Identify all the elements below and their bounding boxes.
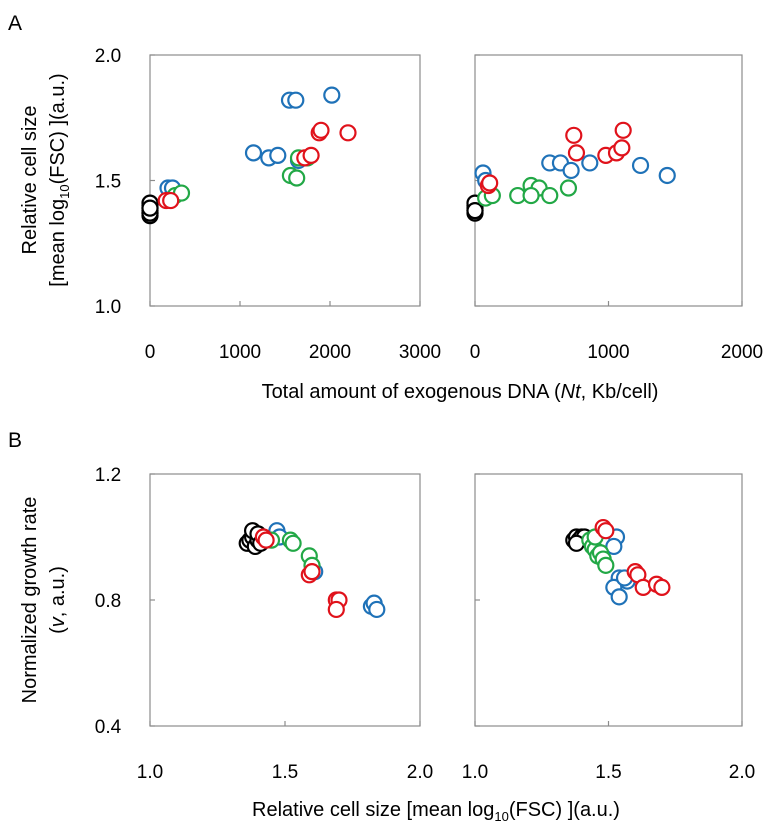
x-tick-label: 2.0: [407, 762, 433, 783]
red-data-point: [653, 578, 671, 597]
blue-data-point: [287, 91, 305, 109]
panel-a-label: A: [8, 12, 22, 35]
red-data-point: [312, 121, 330, 139]
red-data-point: [303, 563, 321, 581]
panel-b-y-axis-title-line2: (v, a.u.): [47, 566, 69, 634]
x-tick-label: 1.0: [137, 762, 163, 783]
x-tick-label: 2000: [721, 342, 763, 363]
panel-b-x-title-sub: 10: [494, 809, 508, 824]
blue-data-point: [658, 166, 676, 185]
panel-b-y-title-pre: (: [47, 627, 69, 634]
red-data-point: [327, 600, 345, 619]
green-data-point: [522, 186, 540, 205]
red-data-point: [162, 191, 180, 210]
panel-b-x-title-post: (FSC) ](a.u.): [509, 799, 620, 821]
x-tick-label: 3000: [399, 342, 441, 363]
panel-a-x-title-italic: Nt: [561, 381, 582, 403]
black-data-point: [141, 199, 159, 217]
y-tick-label: 1.5: [95, 172, 121, 193]
panel-b-x-title-pre: Relative cell size [mean log: [252, 799, 494, 821]
y-tick-label: 0.4: [95, 717, 122, 738]
blue-data-point: [562, 161, 580, 180]
panel-a-x-title-pre: Total amount of exogenous DNA (: [262, 381, 561, 403]
red-data-point: [257, 531, 275, 549]
plot-frame: [474, 54, 743, 307]
blue-data-point: [368, 600, 386, 619]
y-tick-label: 1.2: [95, 465, 121, 486]
panel-a-x-title-post: , Kb/cell): [581, 381, 659, 403]
green-data-point: [288, 169, 306, 187]
plot-a-right: 0 1000 2000: [466, 54, 763, 363]
black-data-point: [466, 202, 484, 220]
y-tick-label: 2.0: [95, 46, 121, 67]
y-tick-label: 1.0: [95, 297, 121, 318]
green-data-point: [559, 179, 578, 197]
plot-b-right: 1.0 1.5 2.0: [462, 473, 755, 783]
red-data-point: [567, 144, 586, 162]
blue-data-point: [244, 144, 263, 162]
green-data-point: [597, 556, 615, 574]
red-data-point: [597, 522, 615, 540]
panel-b-label: B: [8, 429, 22, 452]
red-data-point: [339, 124, 357, 142]
panel-b-y-title-post: , a.u.): [47, 566, 69, 617]
panel-b-x-axis-title: Relative cell size [mean log10(FSC) ](a.…: [252, 799, 620, 824]
green-data-point: [541, 186, 559, 205]
red-data-point: [614, 121, 632, 139]
green-data-point: [284, 534, 302, 552]
panel-a-y-title-post: (FSC) ](a.u.): [47, 73, 69, 184]
plot-a-left: 0 1000 2000 3000 1.0 1.5 2.0: [95, 46, 441, 363]
panel-b-y-title-italic: v: [47, 616, 69, 627]
red-data-point: [302, 146, 320, 164]
plot-b-left: 1.0 1.5 2.0 0.4 0.8 1.2: [95, 465, 433, 783]
red-data-point: [565, 126, 583, 144]
panel-a-y-title-sub: 10: [57, 184, 72, 198]
x-tick-label: 1.0: [462, 762, 488, 783]
red-data-point: [613, 139, 631, 157]
y-tick-label: 0.8: [95, 591, 121, 612]
blue-data-point: [323, 86, 341, 104]
blue-data-point: [269, 146, 287, 164]
panel-a-y-title-pre: [mean log: [47, 199, 69, 287]
blue-data-point: [610, 588, 628, 606]
plot-frame: [474, 473, 743, 727]
blue-data-point: [581, 154, 599, 172]
x-tick-label: 1.5: [595, 762, 621, 783]
x-tick-label: 2000: [309, 342, 351, 363]
panel-a-y-axis-title-line2: [mean log10(FSC) ](a.u.): [47, 73, 72, 286]
x-tick-label: 0: [470, 342, 481, 363]
x-tick-label: 1000: [219, 342, 261, 363]
blue-data-point: [631, 156, 650, 175]
panel-a-y-axis-title-line1: Relative cell size: [19, 106, 41, 255]
x-tick-label: 1000: [587, 342, 629, 363]
red-data-point: [481, 174, 499, 192]
x-tick-label: 1.5: [272, 762, 298, 783]
x-tick-label: 2.0: [729, 762, 755, 783]
panel-a-x-axis-title: Total amount of exogenous DNA (Nt, Kb/ce…: [262, 381, 659, 403]
panel-b-y-axis-title-line1: Normalized growth rate: [19, 497, 41, 704]
x-tick-label: 0: [145, 342, 156, 363]
